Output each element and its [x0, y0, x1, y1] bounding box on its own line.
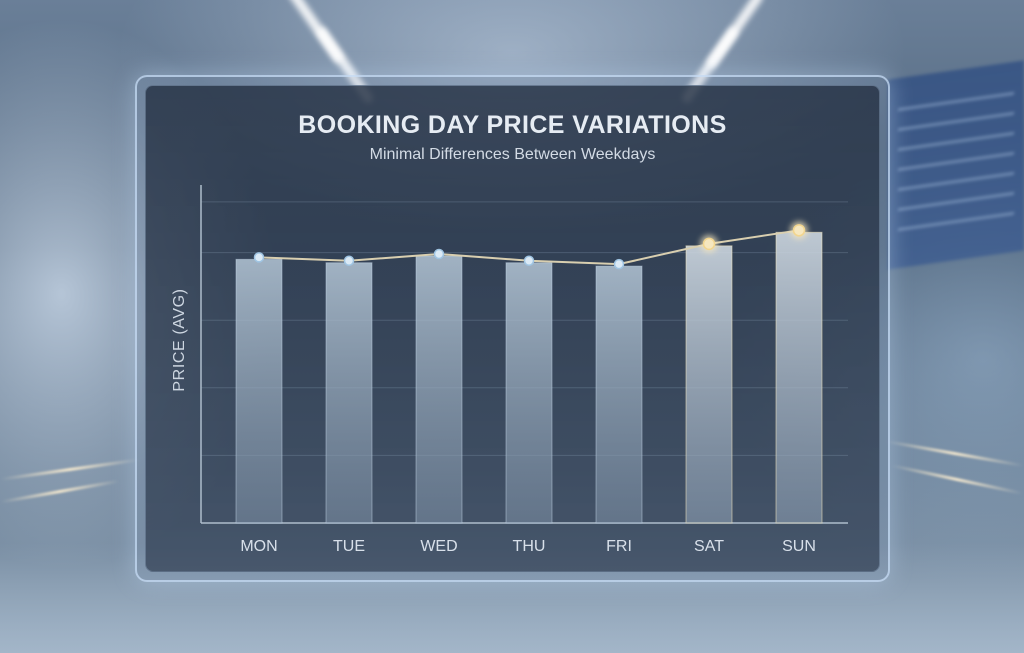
x-tick-mon: MON: [240, 538, 277, 555]
marker-mon: [255, 253, 264, 262]
marker-fri: [615, 260, 624, 269]
x-tick-wed: WED: [420, 538, 457, 555]
marker-sat: [704, 238, 715, 249]
bar-fri: [596, 266, 642, 523]
bars: [236, 232, 822, 523]
bar-sun: [776, 232, 822, 523]
x-tick-sun: SUN: [782, 538, 816, 555]
marker-wed: [435, 249, 444, 258]
x-tick-sat: SAT: [694, 538, 724, 555]
marker-thu: [525, 256, 534, 265]
bar-tue: [326, 263, 372, 523]
x-tick-fri: FRI: [606, 538, 632, 555]
bar-sat: [686, 246, 732, 523]
bar-wed: [416, 256, 462, 523]
bar-thu: [506, 263, 552, 523]
x-tick-labels: MON TUE WED THU FRI SAT SUN: [240, 538, 816, 555]
x-tick-thu: THU: [513, 538, 546, 555]
x-tick-tue: TUE: [333, 538, 365, 555]
marker-tue: [345, 256, 354, 265]
bar-mon: [236, 259, 282, 523]
y-axis-label: PRICE (AVG): [171, 288, 188, 391]
marker-sun: [794, 225, 805, 236]
